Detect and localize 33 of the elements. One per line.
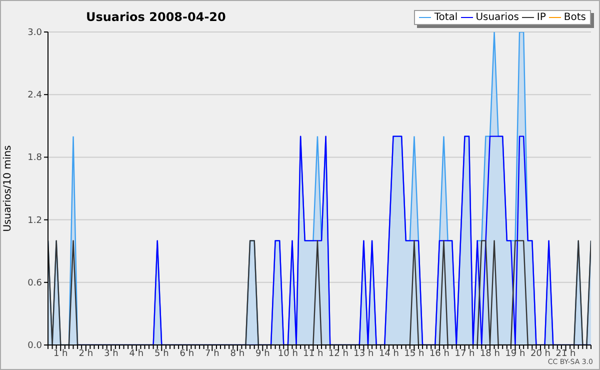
x-tick-label: 5 h <box>154 349 169 359</box>
x-tick-label: 6 h <box>180 349 194 359</box>
legend-label: Total <box>434 12 458 23</box>
x-tick-label: 17 h <box>454 349 475 359</box>
chart-title: Usuarios 2008-04-20 <box>86 10 226 24</box>
x-tick-label: 12 h <box>328 349 348 359</box>
x-tick-label: 20 h <box>530 349 551 359</box>
x-tick-label: 19 h <box>505 349 526 359</box>
x-tick-label: 10 h <box>278 349 298 359</box>
x-tick-label: 8 h <box>230 349 245 359</box>
x-tick-label: 3 h <box>104 349 118 359</box>
x-tick-label: 15 h <box>404 349 424 359</box>
x-tick-label: 16 h <box>429 349 450 359</box>
x-tick-label: 4 h <box>129 349 144 359</box>
x-tick-label: 11 h <box>303 349 324 359</box>
y-tick-label: 0.0 <box>28 341 42 351</box>
legend-label: Bots <box>564 12 586 23</box>
y-tick-label: 2.4 <box>28 90 42 101</box>
x-tick-label: 7 h <box>205 349 220 359</box>
y-tick-label: 1.2 <box>28 216 42 226</box>
x-tick-label: 1 h <box>53 349 68 359</box>
y-tick-label: 3.0 <box>28 28 42 38</box>
y-tick-label: 1.8 <box>28 153 42 164</box>
x-tick-label: 14 h <box>378 349 399 359</box>
x-tick-label: 9 h <box>256 349 270 359</box>
x-tick-label: 2 h <box>78 349 94 359</box>
y-axis-title: Usuarios/10 mins <box>2 145 14 232</box>
x-tick-label: 18 h <box>480 349 500 359</box>
legend-label: Usuarios <box>476 12 519 23</box>
y-tick-label: 0.6 <box>28 278 42 288</box>
x-tick-label: 21 h <box>556 349 576 359</box>
legend-label: IP <box>536 12 546 23</box>
x-tick-label: 13 h <box>354 349 374 359</box>
